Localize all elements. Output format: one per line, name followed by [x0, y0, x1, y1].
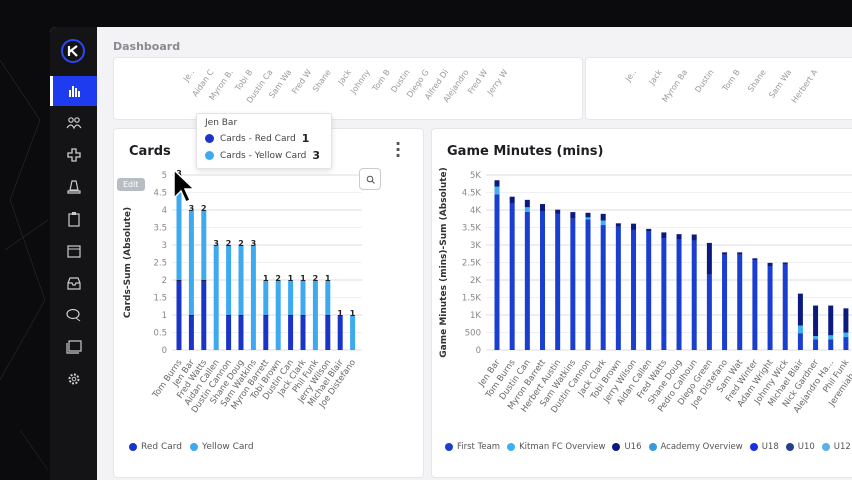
edit-button[interactable]: Edit: [117, 178, 145, 191]
media-folder-icon: [65, 340, 82, 354]
mouse-cursor-icon: [173, 168, 196, 204]
axis-tick-label: Je..: [181, 67, 196, 84]
gear-icon: [68, 373, 79, 385]
legend-item[interactable]: Kitman FC Overview: [507, 442, 605, 452]
bar-chart-icon: [69, 86, 80, 97]
calendar-icon: [66, 245, 81, 258]
kitman-logo[interactable]: [61, 39, 85, 63]
cone-icon: [66, 180, 81, 194]
legend-item-red-card[interactable]: Red Card: [129, 442, 182, 452]
legend-item-yellow-card[interactable]: Yellow Card: [190, 442, 254, 452]
tooltip-row-label: Cards - Red Card: [220, 133, 296, 144]
sidebar-item-forms[interactable]: [50, 204, 97, 234]
chart-tooltip: Jen Bar Cards - Red Card 1 Cards - Yellow…: [196, 113, 332, 169]
axis-tick-label: Tom B: [720, 67, 742, 93]
sidebar-item-training[interactable]: [50, 172, 97, 202]
game-minutes-legend: First Team Kitman FC Overview U16 Academy O…: [445, 442, 851, 452]
sidebar-item-calendar[interactable]: [50, 236, 97, 266]
game-minutes-panel: Game Minutes (mins) First Team Kitman FC …: [431, 128, 852, 478]
sidebar-item-settings[interactable]: [50, 364, 97, 394]
legend-item[interactable]: First Team: [445, 442, 500, 452]
game-minutes-title: Game Minutes (mins): [447, 144, 604, 159]
sidebar-item-media[interactable]: [50, 332, 97, 362]
axis-tick-label: Herbert A: [790, 67, 820, 105]
axis-tick-label: Jack: [335, 67, 353, 87]
cards-title: Cards: [129, 144, 171, 159]
app-window: Dashboard Je.. Aidan C Myron B. Tobi B Dusti…: [50, 27, 852, 480]
top-left-chart-panel: Je.. Aidan C Myron B. Tobi B Dustin Ca Sam Wa…: [113, 57, 583, 120]
tooltip-row-value: 3: [312, 149, 320, 162]
users-icon: [66, 117, 81, 130]
axis-tick-label: Jack: [646, 67, 664, 87]
legend-item[interactable]: Academy Overview: [648, 442, 743, 452]
sidebar-item-medical[interactable]: [50, 140, 97, 170]
axis-tick-label: Myron Ba: [660, 67, 690, 104]
page-title: Dashboard: [113, 40, 181, 53]
cards-legend: Red Card Yellow Card: [129, 442, 254, 452]
sidebar-item-messages[interactable]: [50, 300, 97, 330]
tooltip-row-label: Cards - Yellow Card: [220, 150, 307, 161]
sidebar: [50, 27, 97, 480]
legend-item[interactable]: U18: [749, 442, 779, 452]
legend-item[interactable]: U12: [821, 442, 851, 452]
zoom-button[interactable]: [359, 168, 381, 190]
search-icon: [366, 175, 375, 184]
inbox-icon: [66, 277, 81, 290]
tooltip-title: Jen Bar: [205, 118, 238, 128]
axis-tick-label: Sam Wa: [767, 67, 794, 100]
legend-item[interactable]: U10: [785, 442, 815, 452]
sidebar-item-athletes[interactable]: [50, 108, 97, 138]
axis-tick-label: Je..: [623, 67, 638, 84]
chat-icon: [65, 308, 80, 322]
tooltip-row-value: 1: [301, 132, 310, 145]
axis-tick-label: Shane: [311, 67, 333, 94]
sidebar-item-analysis[interactable]: [50, 76, 97, 106]
top-right-chart-panel: Je.. Jack Myron Ba Dustin Tom B Shane Sam Wa He…: [585, 57, 852, 120]
yellow-card-dot-icon: [205, 151, 214, 160]
medical-cross-icon: [66, 148, 81, 162]
axis-tick-label: Shane: [745, 67, 768, 94]
red-card-dot-icon: [205, 134, 214, 143]
clipboard-icon: [67, 212, 80, 227]
more-options-icon[interactable]: · · ·: [395, 134, 402, 165]
sidebar-item-inbox[interactable]: [50, 268, 97, 298]
axis-tick-label: Tom B: [370, 67, 392, 93]
axis-tick-label: Dustin: [693, 67, 716, 95]
legend-item[interactable]: U16: [612, 442, 642, 452]
